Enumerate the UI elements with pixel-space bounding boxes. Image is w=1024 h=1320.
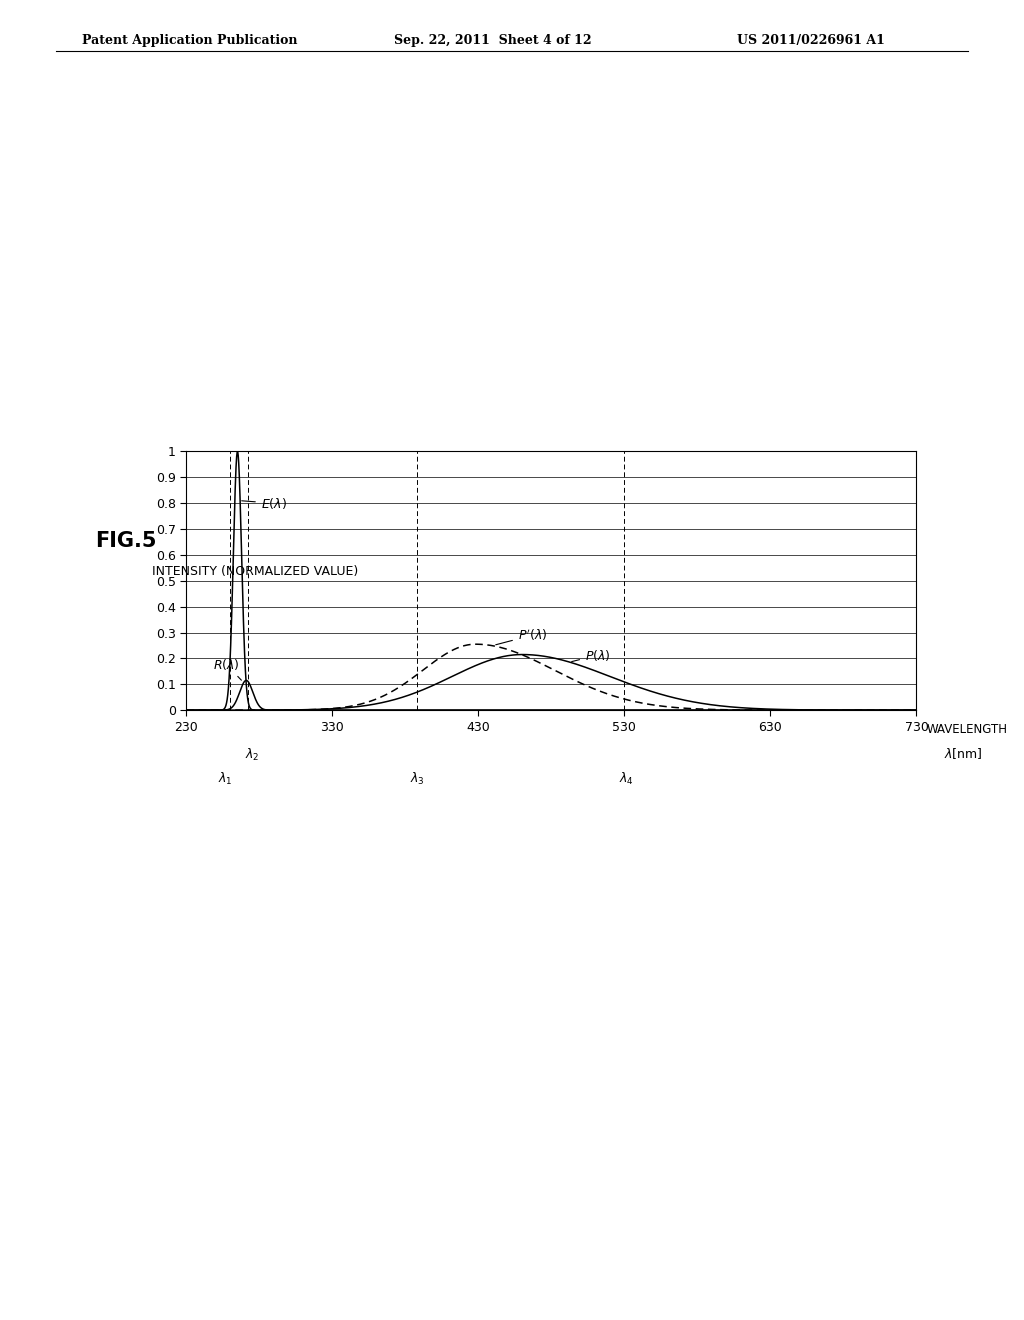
Text: $R(\lambda)$: $R(\lambda)$ <box>213 656 242 680</box>
Text: Sep. 22, 2011  Sheet 4 of 12: Sep. 22, 2011 Sheet 4 of 12 <box>394 33 592 46</box>
Text: FIG.5: FIG.5 <box>95 531 157 550</box>
Text: WAVELENGTH: WAVELENGTH <box>927 723 1008 737</box>
Text: $\lambda_3$: $\lambda_3$ <box>410 771 425 787</box>
Text: $\lambda_2$: $\lambda_2$ <box>245 747 259 763</box>
Text: $P(\lambda)$: $P(\lambda)$ <box>571 648 610 663</box>
Text: $\lambda$[nm]: $\lambda$[nm] <box>944 746 983 760</box>
Text: Patent Application Publication: Patent Application Publication <box>82 33 297 46</box>
Text: $\lambda_1$: $\lambda_1$ <box>218 771 232 787</box>
Text: $E(\lambda)$: $E(\lambda)$ <box>242 496 287 511</box>
Text: INTENSITY (NORMALIZED VALUE): INTENSITY (NORMALIZED VALUE) <box>152 565 357 578</box>
Text: US 2011/0226961 A1: US 2011/0226961 A1 <box>737 33 885 46</box>
Text: $P'(\lambda)$: $P'(\lambda)$ <box>496 627 547 644</box>
Text: $\lambda_4$: $\lambda_4$ <box>620 771 634 787</box>
